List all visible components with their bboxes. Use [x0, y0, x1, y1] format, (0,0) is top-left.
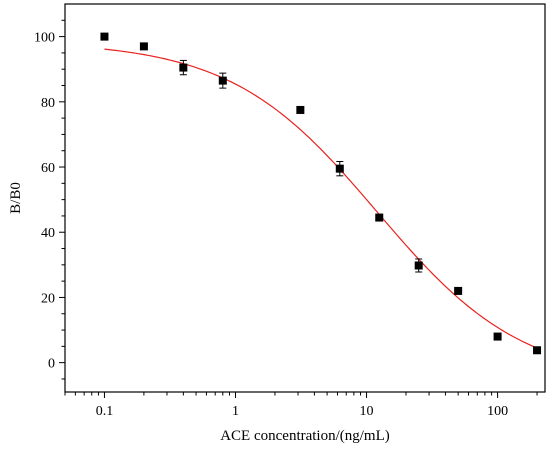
data-point [375, 213, 384, 222]
y-tick-label: 80 [41, 96, 55, 111]
fit-curve [104, 48, 538, 349]
data-point [100, 32, 109, 41]
y-tick-label: 40 [41, 226, 55, 241]
fit-curve-group [104, 48, 538, 349]
x-axis-title: ACE concentration/(ng/mL) [220, 428, 390, 444]
y-tick-label: 0 [48, 357, 55, 372]
data-point [414, 261, 423, 270]
x-axis-ticks: 0.1 1 10 100 [64, 392, 538, 419]
data-points [100, 32, 542, 355]
data-point [296, 105, 305, 114]
data-point [454, 286, 463, 295]
data-point [493, 332, 502, 341]
y-axis-ticks: 0 20 40 60 80 100 [34, 19, 65, 380]
y-tick-label: 100 [34, 31, 55, 46]
axes-frame [64, 3, 546, 393]
plot-border [64, 3, 546, 393]
x-tick-label: 1 [232, 404, 239, 419]
x-tick-label: 0.1 [96, 404, 114, 419]
y-tick-label: 20 [41, 291, 55, 306]
data-point [218, 76, 227, 85]
data-point [139, 42, 148, 51]
x-tick-label: 10 [360, 404, 374, 419]
error-bars [179, 59, 423, 273]
x-tick-label: 100 [487, 404, 508, 419]
data-point [335, 164, 344, 173]
data-point [533, 346, 542, 355]
y-axis-title: B/B0 [8, 182, 24, 214]
data-point [179, 63, 188, 72]
y-tick-label: 60 [41, 161, 55, 176]
